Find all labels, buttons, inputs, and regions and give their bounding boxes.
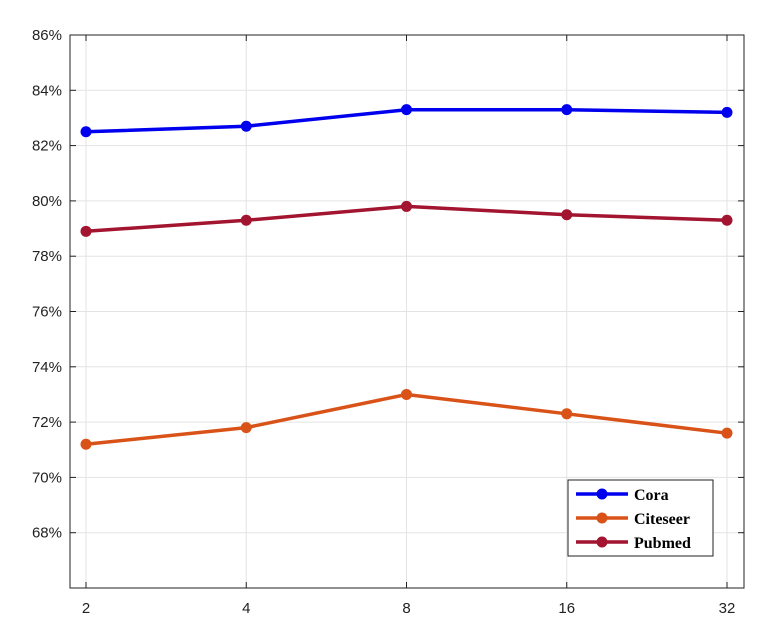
data-point-citeseer	[561, 408, 573, 420]
legend-marker-cora	[596, 488, 608, 500]
y-tick-label: 70%	[32, 469, 62, 486]
y-tick-label: 84%	[32, 82, 62, 99]
x-tick-label: 2	[82, 600, 90, 617]
legend-marker-pubmed	[596, 536, 608, 548]
y-tick-label: 68%	[32, 525, 62, 542]
y-tick-label: 76%	[32, 304, 62, 321]
x-tick-label: 32	[719, 600, 736, 617]
y-tick-label: 80%	[32, 193, 62, 210]
x-tick-label: 8	[402, 600, 410, 617]
legend: Cora Citeseer Pubmed	[567, 479, 714, 557]
y-tick-label: 82%	[32, 138, 62, 155]
data-point-pubmed	[401, 200, 412, 212]
series-citeseer	[80, 388, 733, 450]
data-point-citeseer	[240, 422, 252, 434]
series-layer	[80, 104, 733, 450]
data-point-citeseer	[80, 438, 92, 450]
data-point-pubmed	[561, 209, 573, 221]
data-point-citeseer	[401, 388, 412, 400]
y-tick-label: 72%	[32, 414, 62, 431]
y-tick-label: 86%	[32, 27, 62, 44]
data-point-cora	[401, 104, 412, 116]
axis-ticks: 2 4 8 16 32 68% 70% 72% 74% 76% 78% 80% 82% 84% 86%	[32, 27, 744, 617]
data-point-pubmed	[721, 214, 733, 226]
data-point-citeseer	[721, 427, 733, 439]
x-tick-label: 4	[242, 600, 250, 617]
legend-marker-citeseer	[596, 512, 608, 524]
data-point-cora	[561, 104, 573, 116]
data-point-pubmed	[240, 214, 252, 226]
data-point-cora	[240, 120, 252, 132]
legend-label-pubmed: Pubmed	[634, 535, 691, 552]
data-point-cora	[80, 126, 92, 138]
data-point-cora	[721, 106, 733, 118]
legend-label-cora: Cora	[634, 487, 669, 504]
y-tick-label: 78%	[32, 248, 62, 265]
data-point-pubmed	[80, 225, 92, 237]
x-tick-label: 16	[558, 600, 575, 617]
legend-label-citeseer: Citeseer	[634, 511, 690, 528]
series-cora	[80, 104, 733, 138]
series-pubmed	[80, 200, 733, 237]
y-tick-label: 74%	[32, 359, 62, 376]
